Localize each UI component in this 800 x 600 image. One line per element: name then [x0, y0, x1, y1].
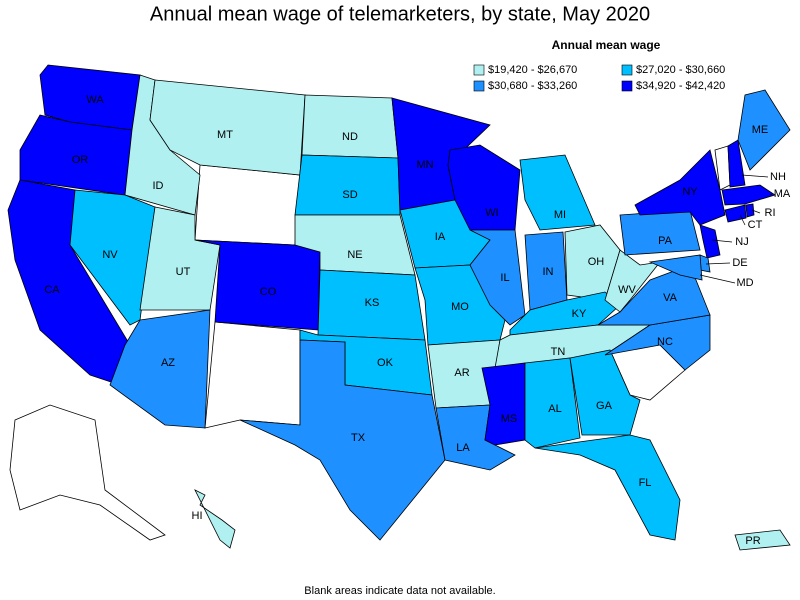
footnote: Blank areas indicate data not available.	[304, 585, 495, 597]
state	[737, 89, 791, 171]
state-label: PA	[658, 235, 673, 247]
state-label: MT	[217, 129, 233, 141]
state-label: CA	[44, 284, 60, 296]
leader-line	[741, 174, 769, 178]
state	[721, 184, 776, 206]
state-label: LA	[456, 442, 470, 454]
state-label: WV	[618, 284, 636, 296]
state-label: CT	[748, 219, 763, 231]
state	[727, 139, 746, 188]
state	[194, 489, 236, 549]
no-data-state	[194, 164, 301, 246]
state-label: NC	[657, 336, 673, 348]
state-label: WI	[485, 207, 498, 219]
legend-swatch	[621, 64, 633, 76]
state-label: IN	[543, 266, 554, 278]
state	[519, 154, 596, 231]
legend-label: $27,020 - $30,660	[636, 64, 725, 76]
legend-label: $34,920 - $42,420	[636, 80, 725, 92]
legend-swatch	[473, 64, 485, 76]
state	[239, 339, 446, 541]
state	[634, 149, 726, 226]
state-label: NV	[102, 249, 118, 261]
state-label: DE	[732, 257, 747, 269]
state	[534, 434, 681, 541]
no-data-state	[204, 321, 301, 429]
state-label: OR	[72, 154, 89, 166]
legend-swatch	[621, 80, 633, 92]
state-label: MO	[451, 301, 469, 313]
state-label: PR	[745, 535, 760, 547]
state-label: OK	[377, 357, 394, 369]
state	[699, 224, 721, 259]
leader-line	[769, 193, 773, 196]
state-label: MI	[554, 209, 566, 221]
no-data-state	[9, 404, 166, 541]
leader-line	[711, 239, 733, 243]
legend-label: $19,420 - $26,670	[488, 64, 577, 76]
state-label: MD	[736, 277, 753, 289]
state	[745, 203, 755, 218]
state-label: NH	[770, 171, 786, 183]
state-label: KS	[365, 297, 380, 309]
state	[294, 154, 401, 216]
state-label: ND	[342, 131, 358, 143]
state-label: AR	[454, 367, 469, 379]
state-label: IL	[500, 272, 509, 284]
state-label: NE	[347, 249, 362, 261]
state	[724, 204, 747, 223]
state-label: RI	[765, 207, 776, 219]
state-label: SD	[342, 189, 357, 201]
state	[734, 529, 791, 551]
state-label: FL	[639, 477, 652, 489]
state-label: GA	[596, 400, 613, 412]
state	[648, 254, 703, 281]
state-label: UT	[176, 266, 191, 278]
state-label: WA	[86, 94, 104, 106]
state	[109, 309, 211, 429]
state-label: KY	[572, 308, 587, 320]
state	[524, 357, 581, 449]
state-label: MA	[774, 188, 791, 200]
state-label: HI	[192, 510, 203, 522]
state-label: OH	[588, 256, 605, 268]
state-label: TX	[351, 432, 366, 444]
legend-label: $30,680 - $33,260	[488, 80, 577, 92]
state-label: TN	[551, 346, 566, 358]
state	[469, 229, 526, 326]
leader-line	[705, 262, 731, 265]
leader-line	[739, 214, 746, 226]
legend-swatch	[473, 80, 485, 92]
state	[301, 94, 399, 159]
map-title: Annual mean wage of telemarketers, by st…	[150, 3, 650, 25]
state-label: AZ	[161, 357, 175, 369]
leader-line	[751, 209, 761, 214]
state-label: ID	[153, 180, 164, 192]
state	[569, 349, 641, 436]
legend-title: Annual mean wage	[552, 38, 661, 52]
state-label: MN	[416, 159, 433, 171]
leader-line	[699, 274, 736, 284]
state	[619, 209, 701, 256]
no-data-areas	[9, 145, 731, 541]
state-label: MS	[501, 413, 518, 425]
state-label: CO	[260, 286, 277, 298]
state-label: IA	[435, 231, 446, 243]
state-label: NJ	[735, 236, 748, 248]
state-label: NY	[682, 186, 698, 198]
state-label: VA	[663, 292, 678, 304]
state-label: ME	[752, 124, 769, 136]
state-label: AL	[548, 403, 561, 415]
